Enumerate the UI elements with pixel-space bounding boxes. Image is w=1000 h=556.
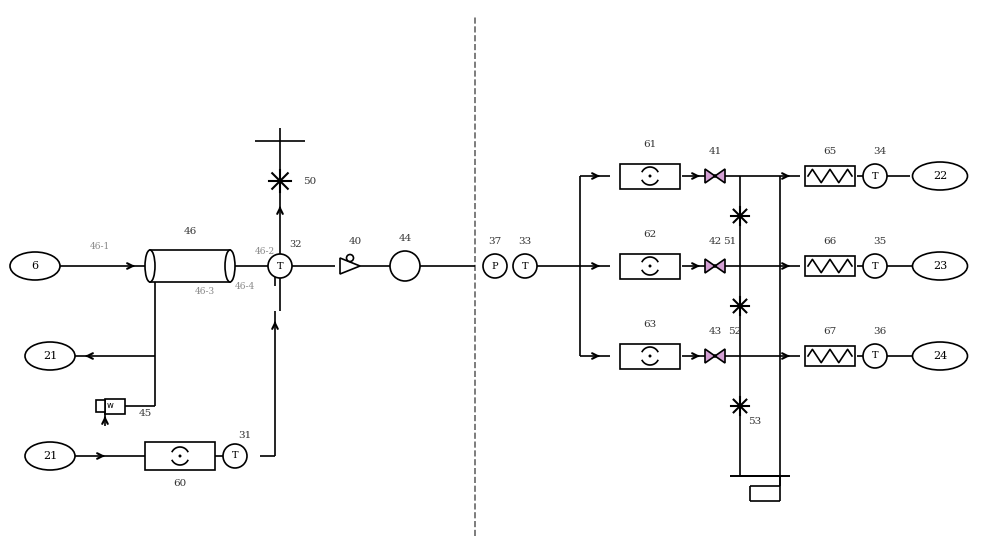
Polygon shape (715, 259, 725, 273)
Polygon shape (715, 349, 725, 363)
Text: T: T (872, 261, 878, 271)
Polygon shape (340, 258, 360, 274)
Circle shape (863, 344, 887, 368)
Ellipse shape (145, 250, 155, 282)
Bar (105, 399, 125, 414)
Text: 40: 40 (348, 236, 362, 246)
Circle shape (863, 254, 887, 278)
Text: 46-1: 46-1 (90, 241, 110, 251)
Text: P: P (492, 261, 498, 271)
Text: 60: 60 (173, 479, 187, 489)
Circle shape (713, 264, 717, 268)
Text: 61: 61 (643, 140, 657, 148)
Text: 50: 50 (303, 176, 317, 186)
Text: 46-2: 46-2 (255, 246, 275, 256)
Text: 67: 67 (823, 326, 837, 335)
Text: 37: 37 (488, 236, 502, 246)
Bar (620, 344, 680, 369)
Text: 52: 52 (728, 326, 742, 335)
Ellipse shape (225, 250, 235, 282)
Circle shape (648, 265, 652, 267)
Text: 46-4: 46-4 (235, 281, 255, 290)
Text: 65: 65 (823, 146, 837, 156)
Text: T: T (232, 451, 238, 460)
Polygon shape (705, 349, 715, 363)
Text: 6: 6 (31, 261, 39, 271)
Text: 41: 41 (708, 146, 722, 156)
Polygon shape (705, 169, 715, 183)
Text: w: w (107, 401, 113, 410)
Text: 43: 43 (708, 326, 722, 335)
Circle shape (513, 254, 537, 278)
Text: 31: 31 (238, 431, 252, 440)
Bar (805, 346, 855, 366)
Text: T: T (277, 261, 283, 271)
Bar (620, 163, 680, 188)
Circle shape (223, 444, 247, 468)
Text: 36: 36 (873, 326, 887, 335)
Bar (145, 442, 215, 470)
Circle shape (648, 175, 652, 177)
Circle shape (268, 254, 292, 278)
Text: 24: 24 (933, 351, 947, 361)
Circle shape (713, 354, 717, 358)
Bar (96, 400, 105, 412)
Text: 53: 53 (748, 416, 762, 425)
Bar (805, 256, 855, 276)
Circle shape (863, 164, 887, 188)
Text: 23: 23 (933, 261, 947, 271)
Bar (620, 254, 680, 279)
Text: 33: 33 (518, 236, 532, 246)
Text: 35: 35 (873, 236, 887, 246)
Text: 21: 21 (43, 451, 57, 461)
Text: 66: 66 (823, 236, 837, 246)
Bar (150, 250, 230, 282)
Text: 62: 62 (643, 230, 657, 239)
Text: 32: 32 (289, 240, 301, 249)
Circle shape (648, 355, 652, 358)
Circle shape (347, 255, 354, 261)
Text: 21: 21 (43, 351, 57, 361)
Text: 63: 63 (643, 320, 657, 329)
Circle shape (390, 251, 420, 281)
Circle shape (483, 254, 507, 278)
Text: 46: 46 (183, 226, 197, 236)
Text: T: T (522, 261, 528, 271)
Text: 46-3: 46-3 (195, 286, 215, 295)
Text: 51: 51 (723, 236, 737, 246)
Text: 45: 45 (138, 410, 152, 419)
Polygon shape (715, 169, 725, 183)
Text: 34: 34 (873, 146, 887, 156)
Text: 42: 42 (708, 236, 722, 246)
Text: 22: 22 (933, 171, 947, 181)
Text: T: T (872, 351, 878, 360)
Text: T: T (872, 171, 878, 181)
Text: 44: 44 (398, 234, 412, 242)
Polygon shape (705, 259, 715, 273)
Circle shape (713, 174, 717, 178)
Circle shape (179, 454, 182, 458)
Bar (805, 166, 855, 186)
